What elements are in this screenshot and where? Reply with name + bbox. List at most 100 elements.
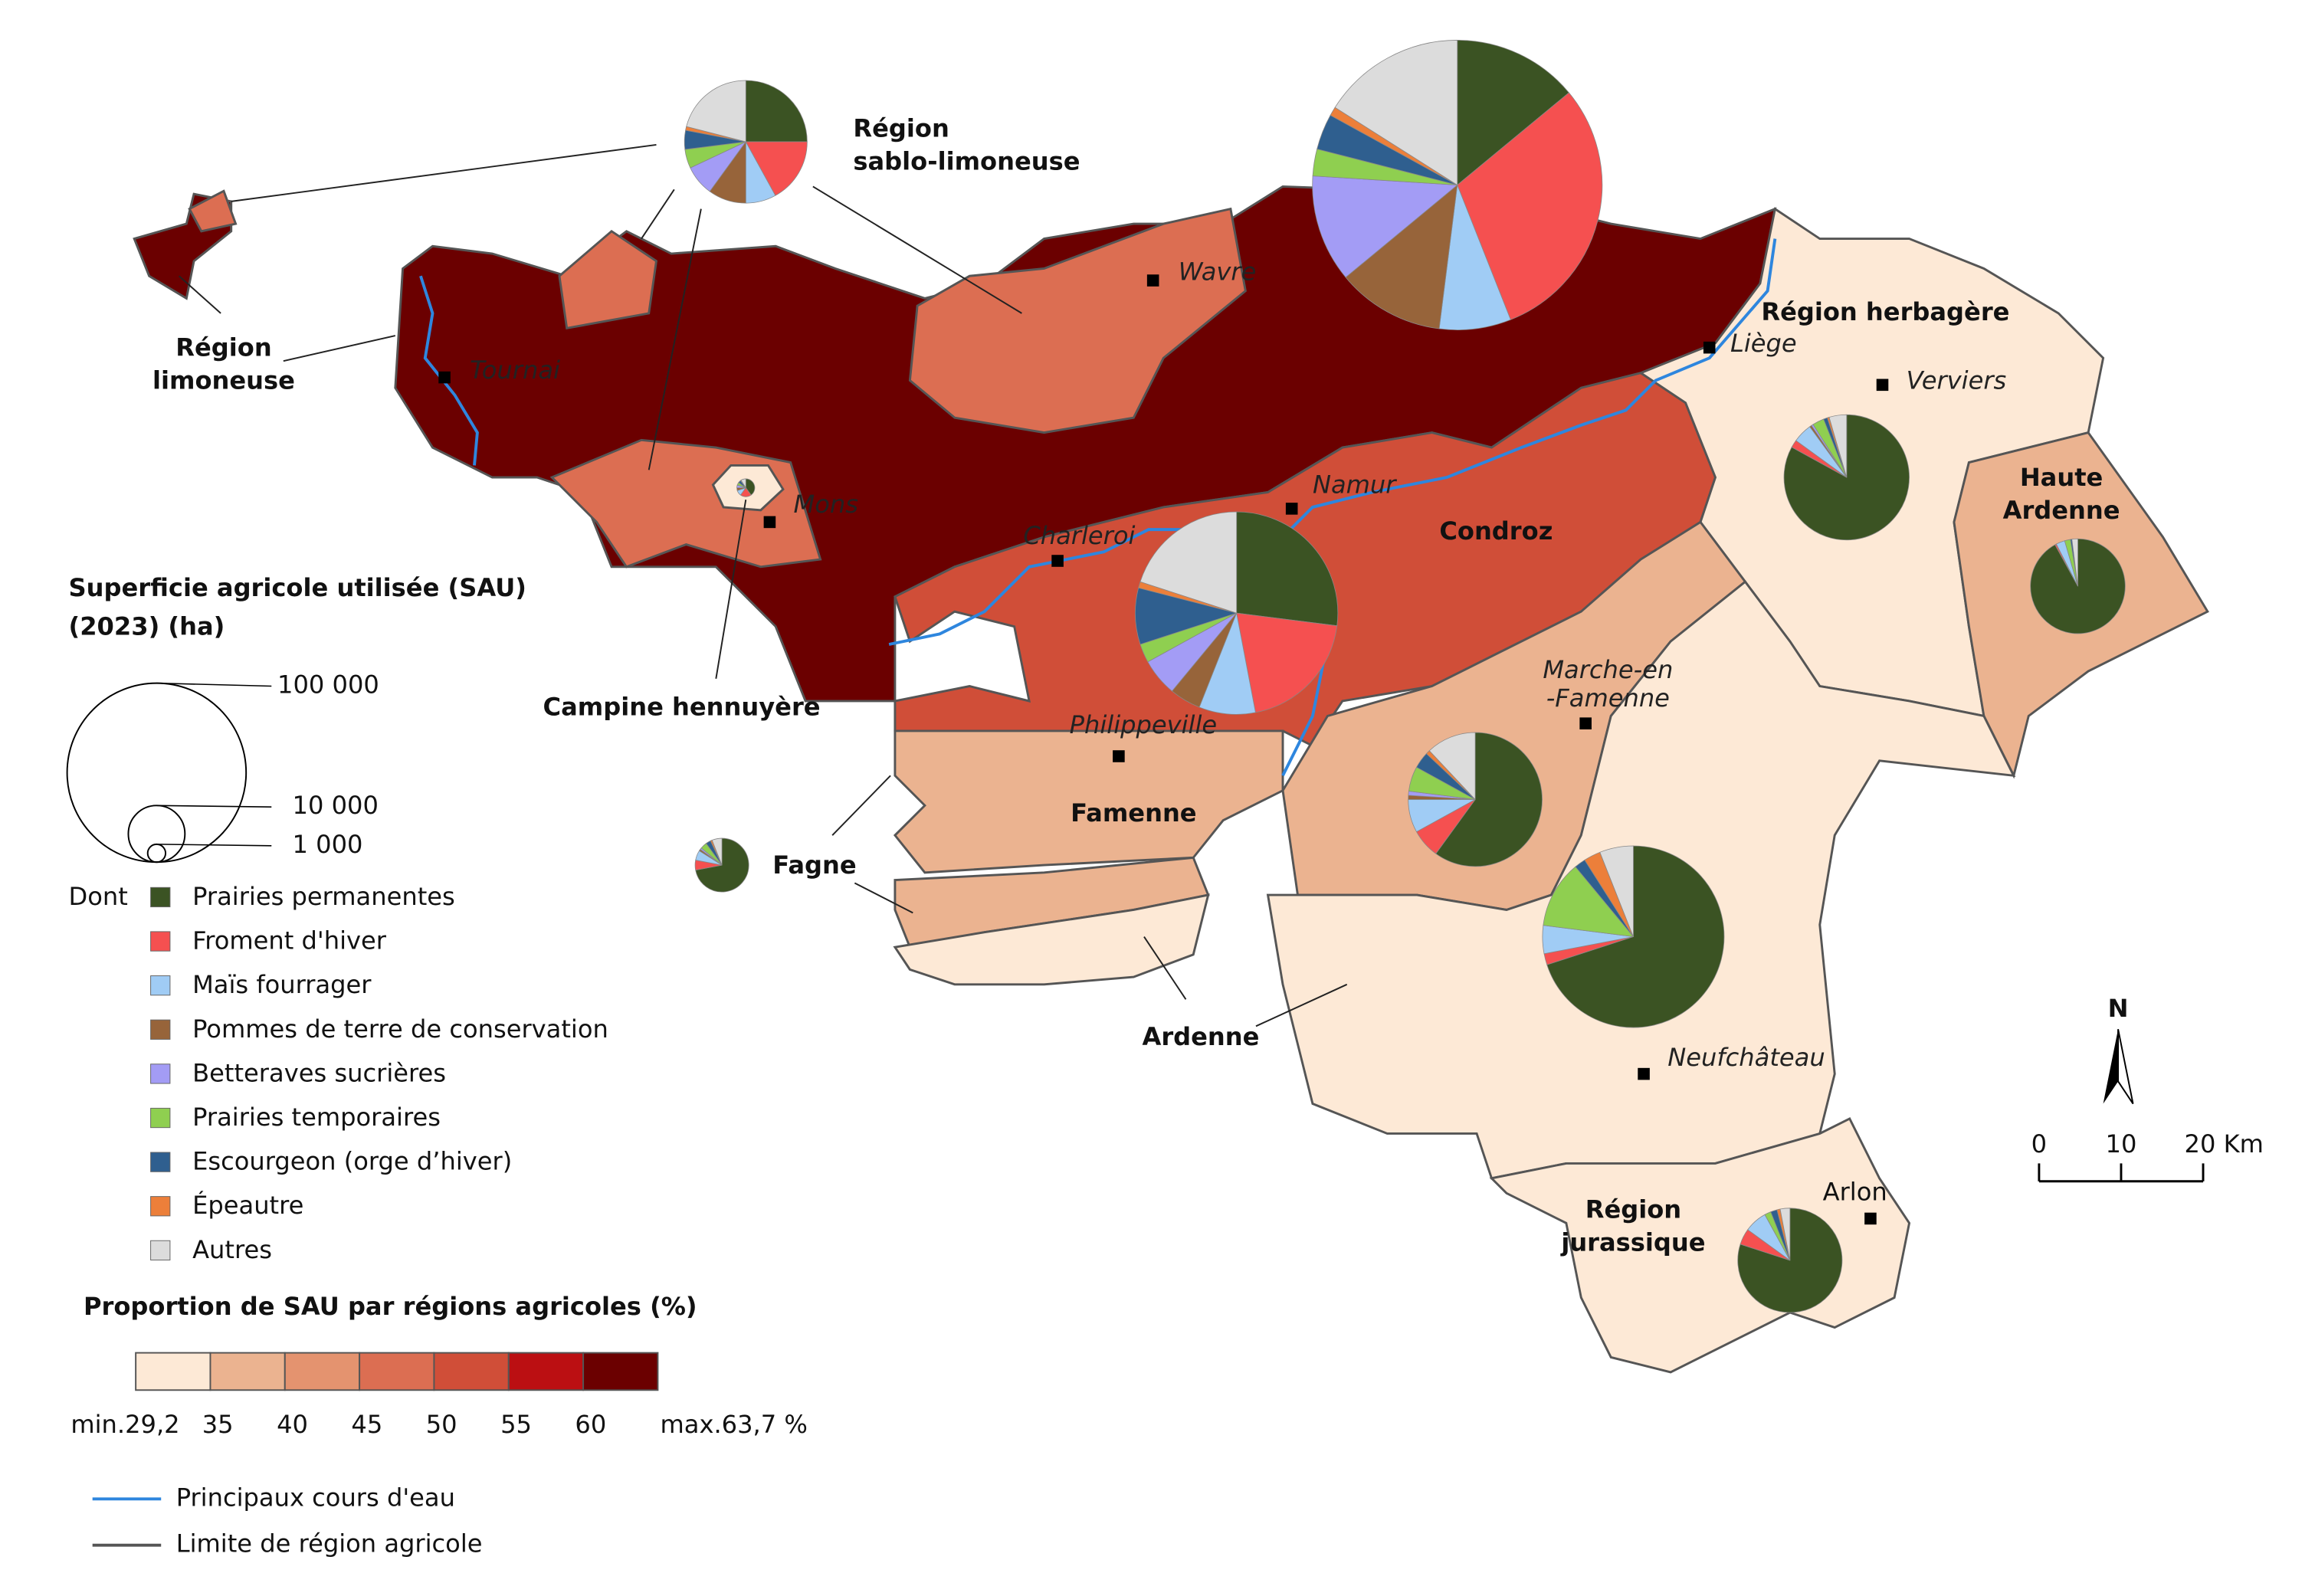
legend-label: Prairies temporaires [192, 1103, 441, 1132]
city-label: Marche-en [1543, 655, 1673, 684]
labels: Région limoneuse Région sablo-limoneuse Camp… [152, 113, 2120, 1257]
region-label: jurassique [1559, 1228, 1705, 1257]
city-label: Namur [1313, 470, 1397, 500]
legend-title: (2023) (ha) [69, 612, 225, 641]
pies [684, 40, 2126, 1313]
city-marker [1703, 341, 1716, 354]
scale-label: 10 [2106, 1129, 2137, 1158]
pie-slice [1779, 1208, 1791, 1260]
region-label: Famenne [1071, 798, 1196, 827]
region-label: Région [1585, 1195, 1681, 1224]
city-label: Liège [1730, 329, 1797, 358]
pie-slice [1345, 184, 1458, 329]
city-marker [1876, 379, 1889, 392]
legend-title: Superficie agricole utilisée (SAU) [69, 573, 526, 602]
class-label: 50 [426, 1410, 457, 1439]
class-label: 60 [575, 1410, 606, 1439]
pie-slice [1435, 732, 1543, 867]
city-marker [1638, 1067, 1650, 1080]
legend-swatch [150, 931, 171, 952]
pie-slice [745, 478, 756, 496]
class-swatch [433, 1352, 510, 1391]
size-legend-leader [156, 682, 272, 687]
city-label: Charleroi [1023, 521, 1135, 550]
city-label: Wavre [1179, 257, 1257, 286]
city-marker [1864, 1212, 1877, 1225]
pie-slice [711, 837, 723, 866]
legend-swatch [150, 1019, 171, 1040]
pie-slice [1737, 1208, 1843, 1313]
legend-swatch [150, 1240, 171, 1261]
legend-swatch [150, 1196, 171, 1217]
region-area [908, 207, 1247, 434]
city-label: Verviers [1907, 365, 2007, 395]
pie-slice [1438, 185, 1511, 330]
city-marker [1146, 274, 1159, 287]
scale-label: 0 [2031, 1129, 2047, 1158]
north-arrow [2103, 1029, 2134, 1105]
region-label: Condroz [1439, 516, 1553, 546]
city-label: Mons [794, 490, 859, 519]
legend-swatch [150, 1107, 171, 1129]
class-label: max.63,7 % [661, 1410, 808, 1439]
legend-label: Épeautre [192, 1191, 303, 1220]
city-marker [1579, 717, 1592, 729]
size-legend-leader [156, 844, 272, 847]
city-label: Philippeville [1070, 710, 1218, 739]
scale-label: 20 Km [2185, 1129, 2264, 1158]
pie-slice [1546, 845, 1725, 1028]
class-label: 55 [500, 1410, 532, 1439]
class-swatch [284, 1352, 361, 1391]
region-label: Haute [2020, 463, 2104, 492]
legend-swatch [150, 975, 171, 996]
pie-slice [1312, 175, 1458, 278]
region-area [558, 229, 658, 330]
region-label: Région [175, 333, 271, 362]
legend-label: Escourgeon (orge d’hiver) [192, 1147, 512, 1176]
region-label: Ardenne [1142, 1022, 1259, 1051]
legend-label: Betteraves sucrières [192, 1058, 446, 1087]
leader-lines [178, 143, 1348, 1027]
legend-swatch [150, 886, 171, 908]
class-label: 45 [351, 1410, 382, 1439]
class-label: 35 [202, 1410, 234, 1439]
scale-bar [2038, 1163, 2205, 1183]
city-marker [1051, 555, 1064, 567]
legend-swatch [150, 1152, 171, 1172]
city-label: Neufchâteau [1667, 1043, 1825, 1072]
pie-slice [1428, 732, 1476, 801]
pie-slice [1543, 866, 1635, 938]
legend-label: Pommes de terre de conservation [192, 1014, 608, 1044]
pie-slice [1457, 40, 1569, 186]
pie-slice [2071, 538, 2078, 587]
region-label: sablo-limoneuse [853, 146, 1080, 175]
city-marker [1113, 750, 1125, 762]
class-swatch [582, 1352, 659, 1391]
pie-slice [1828, 414, 1848, 478]
size-legend-label: 10 000 [293, 791, 379, 820]
pie-slice [1599, 845, 1634, 937]
pie-slice [745, 80, 808, 143]
pie-slice [686, 80, 746, 143]
class-label: min.29,2 [70, 1410, 179, 1439]
pie-slice [1457, 92, 1603, 320]
region-area [188, 189, 238, 233]
city-label: Tournai [470, 356, 560, 385]
legend-label: Prairies permanentes [192, 882, 455, 911]
class-swatch [507, 1352, 585, 1391]
legend-label: Froment d'hiver [192, 926, 387, 955]
size-legend-label: 1 000 [293, 830, 363, 859]
city-label: -Famenne [1546, 683, 1670, 713]
region-label: limoneuse [152, 365, 295, 395]
city-marker [1285, 503, 1298, 515]
class-swatch [359, 1352, 435, 1391]
legend: Superficie agricole utilisée (SAU) (2023)… [66, 573, 2264, 1558]
city-marker [763, 516, 776, 529]
legend-title: Proportion de SAU par régions agricoles … [84, 1292, 697, 1321]
legend-label: Maïs fourrager [192, 970, 372, 999]
pie-slice [1334, 40, 1458, 186]
city-label: Arlon [1823, 1177, 1887, 1206]
class-swatch [209, 1352, 286, 1391]
region-label: Région [853, 113, 949, 143]
